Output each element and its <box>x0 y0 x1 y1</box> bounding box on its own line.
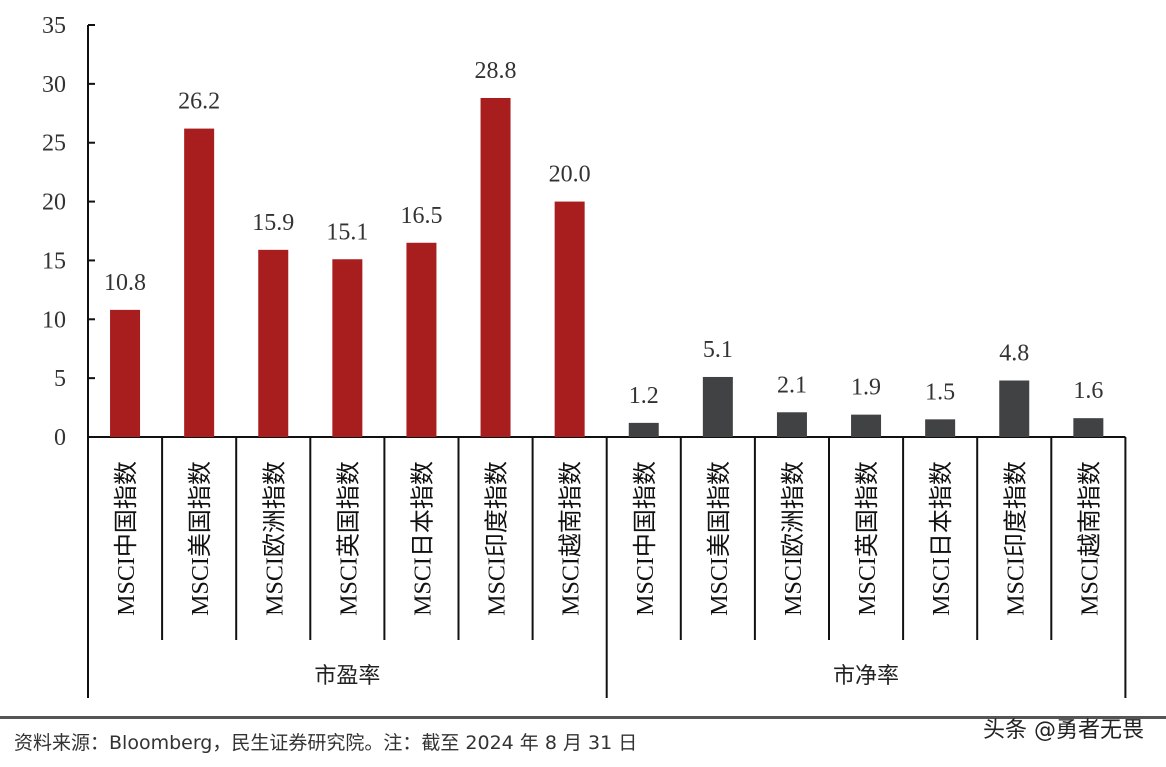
category-label: MSCI美国指数 <box>706 461 733 616</box>
footer: 资料来源：Bloomberg，民生证券研究院。注：截至 2024 年 8 月 3… <box>0 716 1166 767</box>
bar <box>999 380 1030 437</box>
data-label: 26.2 <box>178 89 220 115</box>
category-label: MSCI英国指数 <box>335 461 362 616</box>
category-label: MSCI美国指数 <box>187 461 214 616</box>
bar <box>851 414 882 437</box>
y-tick-label: 30 <box>42 72 66 98</box>
source-note: 资料来源：Bloomberg，民生证券研究院。注：截至 2024 年 8 月 3… <box>14 732 638 754</box>
bar <box>702 376 733 437</box>
bar <box>258 249 289 437</box>
group-label: 市净率 <box>833 664 899 689</box>
bar <box>925 419 956 437</box>
bar <box>628 422 659 437</box>
category-label: MSCI日本指数 <box>409 461 436 616</box>
data-label: 16.5 <box>400 203 442 229</box>
y-tick-label: 15 <box>42 248 66 274</box>
bar <box>406 242 437 437</box>
category-label: MSCI中国指数 <box>113 461 140 616</box>
y-tick-label: 0 <box>54 425 66 451</box>
category-label: MSCI越南指数 <box>558 461 585 616</box>
bar <box>332 259 363 437</box>
data-label: 1.9 <box>851 375 881 401</box>
y-tick-label: 35 <box>42 13 66 39</box>
y-tick-label: 20 <box>42 190 66 216</box>
bar <box>1073 418 1104 437</box>
category-label: MSCI日本指数 <box>928 461 955 616</box>
data-label: 5.1 <box>703 337 733 363</box>
bar <box>554 201 585 437</box>
category-label: MSCI印度指数 <box>484 461 511 616</box>
data-label: 15.9 <box>252 210 294 236</box>
data-label: 4.8 <box>999 340 1029 366</box>
y-tick-label: 5 <box>54 366 66 392</box>
data-label: 10.8 <box>104 270 146 296</box>
category-label: MSCI越南指数 <box>1076 461 1103 616</box>
category-label: MSCI中国指数 <box>632 461 659 616</box>
data-label: 1.5 <box>925 379 955 405</box>
bar-chart: 0 5 10 15 20 25 30 35 10.8 MSCI中国指数 26.2 MSCI美国指数 15… <box>42 13 1127 698</box>
bar <box>480 97 511 438</box>
data-label: 15.1 <box>326 219 368 245</box>
data-label: 28.8 <box>475 58 517 84</box>
data-label: 1.6 <box>1073 378 1103 404</box>
category-label: MSCI欧洲指数 <box>261 461 288 616</box>
category-label: MSCI英国指数 <box>854 461 881 616</box>
data-label: 2.1 <box>777 372 807 398</box>
category-label: MSCI欧洲指数 <box>780 461 807 616</box>
bar <box>184 128 215 438</box>
data-label: 1.2 <box>629 383 659 409</box>
bar <box>776 412 807 437</box>
watermark: 头条 @勇者无畏 <box>983 718 1144 743</box>
group-label: 市盈率 <box>314 664 380 689</box>
y-tick-label: 10 <box>42 307 66 333</box>
footer-divider <box>0 716 1166 719</box>
y-tick-label: 25 <box>42 131 66 157</box>
data-label: 20.0 <box>549 162 591 188</box>
bar <box>110 309 141 437</box>
category-label: MSCI印度指数 <box>1002 461 1029 616</box>
